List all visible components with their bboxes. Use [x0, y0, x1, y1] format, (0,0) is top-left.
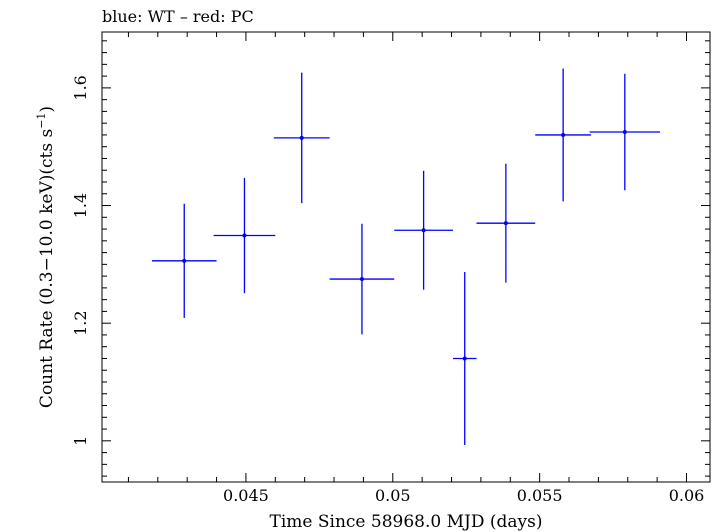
point-marker: [561, 132, 566, 137]
data-points: [151, 68, 661, 445]
point-marker: [242, 233, 247, 238]
tick-labels: 0.045 0.05 0.055 0.06 1 1.2 1.4 1.6: [71, 75, 704, 505]
y-axis-title-suffix: ): [37, 106, 57, 113]
point-marker: [462, 356, 467, 361]
data-point: [273, 72, 330, 204]
y-tick-label: 1.2: [71, 310, 90, 335]
data-point: [213, 177, 276, 294]
point-marker: [622, 130, 627, 134]
point-marker: [182, 258, 187, 263]
data-point: [329, 223, 395, 335]
point-marker: [421, 228, 426, 233]
y-axis-title-prefix: Count Rate (0.3−10.0 keV)(cts s: [37, 129, 57, 408]
y-tick-label: 1.4: [71, 193, 90, 218]
x-tick-label: 0.045: [223, 486, 269, 505]
data-point: [535, 68, 592, 202]
x-tick-label: 0.06: [669, 486, 705, 505]
data-point: [394, 170, 453, 290]
y-tick-label: 1.6: [71, 75, 90, 100]
ticks: [102, 32, 710, 482]
point-marker: [299, 135, 304, 140]
x-axis-title: Time Since 58968.0 MJD (days): [270, 512, 543, 532]
point-marker: [359, 277, 364, 282]
y-axis-title: Count Rate (0.3−10.0 keV)(cts s−1): [35, 106, 57, 408]
plot-frame: [101, 31, 711, 483]
chart-title: blue: WT – red: PC: [102, 7, 254, 26]
data-point: [589, 73, 661, 191]
x-tick-label: 0.05: [375, 486, 411, 505]
x-tick-label: 0.055: [517, 486, 563, 505]
data-point: [452, 272, 477, 445]
y-tick-label: 1: [71, 436, 90, 446]
y-axis-title-superscript: −1: [35, 113, 48, 129]
point-marker: [503, 221, 508, 226]
data-point: [476, 163, 536, 283]
data-point: [151, 203, 217, 318]
